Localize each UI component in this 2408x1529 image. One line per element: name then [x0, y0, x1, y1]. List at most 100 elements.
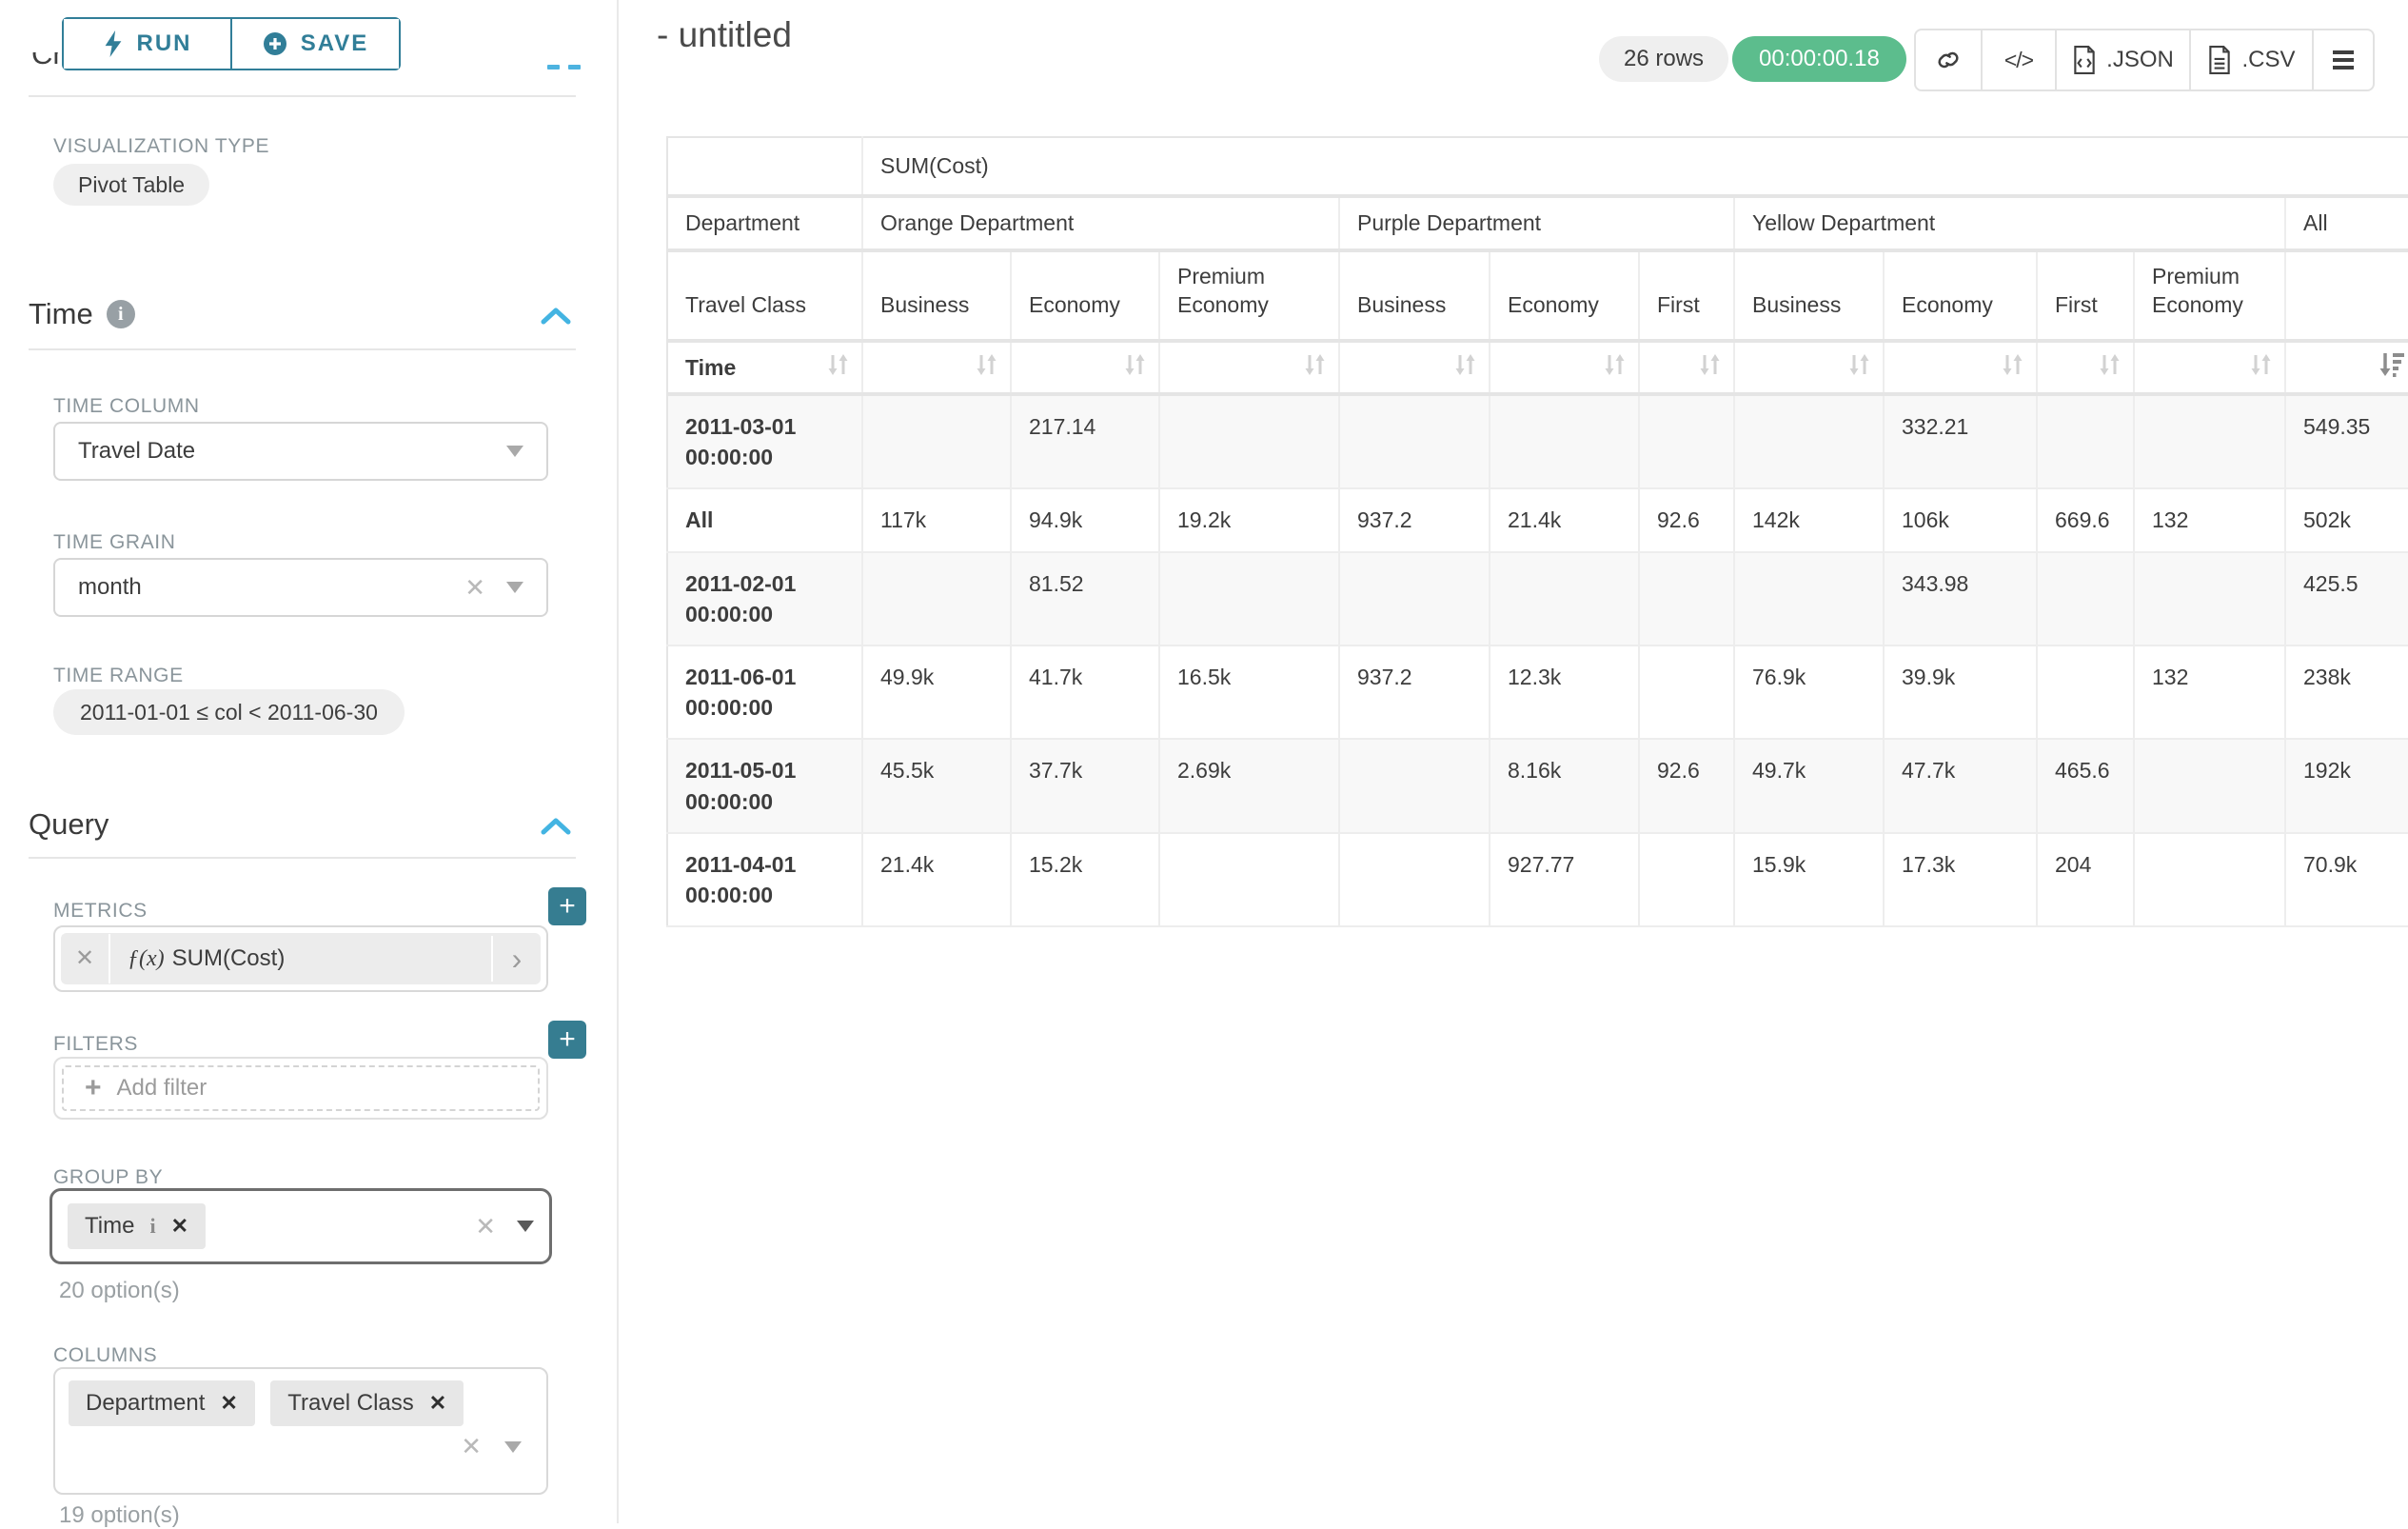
row-count-badge: 26 rows	[1599, 36, 1729, 82]
clipped-icon-fragment	[568, 65, 581, 70]
metric-pill[interactable]: ✕ ƒ(x) SUM(Cost) ›	[61, 933, 541, 984]
columns-select[interactable]: Department ✕ Travel Class ✕ ✕	[53, 1367, 548, 1495]
time-section-title: Time	[29, 297, 93, 330]
control-panel-sidebar: Chart Type RUN SAVE VISUALIZATION TYPE P…	[0, 0, 619, 1528]
columns-tag[interactable]: Department ✕	[69, 1380, 255, 1426]
sort-toggle-icon[interactable]	[1695, 349, 1724, 386]
code-icon: </>	[2003, 47, 2034, 72]
sort-toggle-icon[interactable]	[1300, 349, 1329, 386]
time-sort-cell[interactable]: Time	[667, 341, 863, 396]
sort-cell[interactable]	[2134, 341, 2286, 396]
time-column-value: Travel Date	[78, 438, 196, 464]
columns-tag[interactable]: Travel Class ✕	[270, 1380, 464, 1426]
run-button-label: RUN	[136, 30, 192, 56]
sort-descending-icon[interactable]	[2376, 349, 2406, 386]
chevron-down-icon[interactable]	[517, 1221, 534, 1232]
chevron-down-icon[interactable]	[506, 582, 523, 593]
sort-toggle-icon[interactable]	[1845, 349, 1873, 386]
sort-cell[interactable]	[2037, 341, 2135, 396]
sort-toggle-icon[interactable]	[972, 349, 1000, 386]
remove-tag-icon[interactable]: ✕	[220, 1391, 238, 1415]
query-section-header: Query	[29, 807, 109, 842]
time-grain-label: TIME GRAIN	[53, 531, 176, 553]
menu-button[interactable]	[2312, 30, 2373, 89]
sort-cell[interactable]	[1639, 341, 1735, 396]
save-button-label: SAVE	[300, 30, 369, 56]
csv-file-icon	[2209, 46, 2231, 74]
add-filter-dropzone[interactable]: + Add filter	[62, 1065, 540, 1111]
viz-type-pill[interactable]: Pivot Table	[53, 164, 210, 206]
pivot-cell	[2134, 551, 2286, 646]
lightning-icon	[105, 30, 121, 57]
query-section-title: Query	[29, 807, 109, 841]
chevron-down-icon[interactable]	[506, 446, 523, 457]
sort-toggle-icon[interactable]	[1600, 349, 1628, 386]
sort-toggle-icon[interactable]	[823, 349, 852, 386]
sort-toggle-icon[interactable]	[1998, 349, 2026, 386]
sort-toggle-icon[interactable]	[2095, 349, 2123, 386]
pivot-cell: 16.5k	[1159, 645, 1340, 741]
pivot-cell	[2134, 832, 2286, 928]
export-csv-button[interactable]: .CSV	[2189, 30, 2312, 89]
pivot-cell: 937.2	[1339, 645, 1490, 741]
collapse-chevron-up-icon[interactable]	[541, 817, 571, 836]
divider	[29, 348, 576, 350]
divider	[29, 95, 576, 97]
column-header: Economy	[1011, 250, 1160, 343]
pivot-cell: 425.5	[2285, 551, 2408, 646]
pivot-cell	[1159, 394, 1340, 490]
pivot-table: SUM(Cost) Department Orange Department Purp…	[666, 136, 2408, 928]
sort-cell[interactable]	[2285, 341, 2408, 396]
time-range-label: TIME RANGE	[53, 665, 184, 686]
add-filter-button[interactable]: +	[548, 1021, 586, 1059]
time-range-pill[interactable]: 2011-01-01 ≤ col < 2011-06-30	[53, 689, 405, 735]
sort-cell[interactable]	[1884, 341, 2038, 396]
pivot-cell: 41.7k	[1011, 645, 1160, 741]
pivot-cell	[2037, 394, 2135, 490]
add-metric-button[interactable]: +	[548, 887, 586, 925]
row-label: 2011-06-01 00:00:00	[667, 645, 863, 741]
pivot-cell: 39.9k	[1884, 645, 2038, 741]
remove-metric-icon[interactable]: ✕	[61, 934, 110, 983]
run-button[interactable]: RUN	[64, 19, 232, 69]
clear-icon[interactable]: ✕	[475, 1211, 496, 1241]
view-query-button[interactable]: </>	[1981, 30, 2055, 89]
column-group-header: Yellow Department	[1734, 196, 2286, 252]
expand-metric-icon[interactable]: ›	[491, 936, 541, 982]
chart-title[interactable]: - untitled	[657, 15, 792, 54]
sort-cell[interactable]	[1339, 341, 1490, 396]
sort-toggle-icon[interactable]	[2246, 349, 2275, 386]
export-json-button[interactable]: .JSON	[2055, 30, 2189, 89]
time-column-select[interactable]: Travel Date	[53, 422, 548, 481]
table-row: Travel Class Business Economy Premium Econo…	[667, 250, 2408, 343]
pivot-cell	[1339, 551, 1490, 646]
column-header: Premium Economy	[1159, 250, 1340, 343]
clear-icon[interactable]: ✕	[464, 572, 485, 602]
group-by-tag[interactable]: Time i ✕	[68, 1203, 207, 1249]
sort-cell[interactable]	[1011, 341, 1160, 396]
sort-cell[interactable]	[1159, 341, 1340, 396]
column-header: Economy	[1884, 250, 2038, 343]
remove-tag-icon[interactable]: ✕	[170, 1214, 189, 1238]
sort-toggle-icon[interactable]	[1120, 349, 1149, 386]
share-link-button[interactable]	[1916, 30, 1981, 89]
time-grain-select[interactable]: month ✕	[53, 558, 548, 617]
table-row: 2011-06-01 00:00:00 49.9k 41.7k 16.5k 937.2 1…	[667, 645, 2408, 741]
pivot-cell: 17.3k	[1884, 832, 2038, 928]
group-by-select[interactable]: Time i ✕ ✕	[49, 1188, 552, 1264]
collapse-chevron-up-icon[interactable]	[541, 307, 571, 326]
sort-cell[interactable]	[1734, 341, 1885, 396]
remove-tag-icon[interactable]: ✕	[428, 1391, 447, 1415]
sort-toggle-icon[interactable]	[1451, 349, 1479, 386]
sort-cell[interactable]	[1490, 341, 1640, 396]
clear-icon[interactable]: ✕	[461, 1432, 482, 1460]
time-section-header: Time i	[29, 297, 135, 331]
chevron-down-icon[interactable]	[504, 1440, 522, 1453]
pivot-cell: 47.7k	[1884, 739, 2038, 834]
save-button[interactable]: SAVE	[232, 19, 399, 69]
export-toolbar: </> .JSON .CSV	[1914, 29, 2375, 91]
sort-cell[interactable]	[862, 341, 1012, 396]
column-header: First	[2037, 250, 2135, 343]
pivot-cell: 37.7k	[1011, 739, 1160, 834]
table-row: 2011-03-01 00:00:00 217.14 332.21 549.35	[667, 394, 2408, 490]
